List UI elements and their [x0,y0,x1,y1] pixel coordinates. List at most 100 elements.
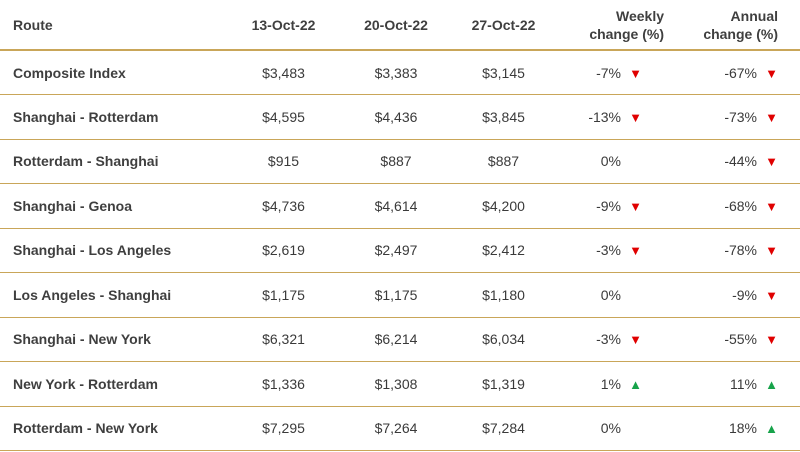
route-cell: Shanghai - New York [0,317,225,362]
annual-down-arrow-icon: ▼ [765,287,778,303]
rate-cell-3: $7,284 [450,406,557,451]
rate-cell-2: $887 [342,139,450,184]
rate-cell-1: $915 [225,139,342,184]
table-row: Shanghai - New York $6,321 $6,214 $6,034 -3%… [0,317,800,362]
annual-up-arrow-icon: ▲ [765,421,778,437]
rate-cell-1: $1,336 [225,361,342,407]
annual-change-value: -78% [724,242,757,259]
rate-cell-1: $1,175 [225,272,342,318]
annual-change-cell: -73% ▼ [672,94,800,140]
rate-cell-2: $7,264 [342,406,450,451]
annual-change-cell: 11% ▲ [672,361,800,407]
weekly-header-line-2: change (%) [589,25,664,42]
weekly-change-value: -7% [596,64,621,81]
annual-down-arrow-icon: ▼ [765,154,778,170]
weekly-down-arrow-icon: ▼ [629,332,642,348]
rate-cell-3: $6,034 [450,317,557,362]
route-cell: Rotterdam - New York [0,406,225,451]
weekly-down-arrow-icon: ▼ [629,109,642,125]
annual-change-value: -67% [724,64,757,81]
rate-cell-2: $1,175 [342,272,450,318]
date-header-3: 27-Oct-22 [450,0,557,51]
rate-cell-3: $3,145 [450,50,557,95]
weekly-change-cell: 0%▼ [557,272,672,318]
route-cell: Los Angeles - Shanghai [0,272,225,318]
route-cell: Shanghai - Genoa [0,183,225,229]
rate-cell-1: $4,736 [225,183,342,229]
weekly-header-line-1: Weekly [616,7,664,24]
annual-change-value: -73% [724,108,757,125]
annual-down-arrow-icon: ▼ [765,109,778,125]
route-cell: Shanghai - Los Angeles [0,228,225,273]
weekly-down-arrow-icon: ▼ [629,65,642,81]
weekly-up-arrow-icon: ▲ [629,376,642,392]
annual-change-value: -44% [724,153,757,170]
rate-cell-1: $6,321 [225,317,342,362]
annual-down-arrow-icon: ▼ [765,65,778,81]
weekly-change-cell: -9% ▼ [557,183,672,229]
annual-up-arrow-icon: ▲ [765,376,778,392]
table-row: Shanghai - Genoa $4,736 $4,614 $4,200 -9% ▼ -6… [0,183,800,229]
date-header-1: 13-Oct-22 [225,0,342,51]
annual-change-cell: 18% ▲ [672,406,800,451]
table-body: Composite Index $3,483 $3,383 $3,145 -7% ▼ -67… [0,50,800,451]
table-row: Los Angeles - Shanghai $1,175 $1,175 $1,180… [0,272,800,318]
date-header-2: 20-Oct-22 [342,0,450,51]
rate-cell-3: $1,180 [450,272,557,318]
route-cell: Shanghai - Rotterdam [0,94,225,140]
annual-change-header: Annual change (%) [672,0,800,51]
route-cell: New York - Rotterdam [0,361,225,407]
weekly-change-value: -13% [588,108,621,125]
annual-change-cell: -9% ▼ [672,272,800,318]
rate-cell-3: $887 [450,139,557,184]
annual-change-value: -9% [732,286,757,303]
annual-change-value: -55% [724,331,757,348]
rate-cell-3: $4,200 [450,183,557,229]
weekly-down-arrow-icon: ▼ [629,198,642,214]
annual-down-arrow-icon: ▼ [765,332,778,348]
weekly-change-cell: -7% ▼ [557,50,672,95]
annual-down-arrow-icon: ▼ [765,198,778,214]
rate-cell-3: $1,319 [450,361,557,407]
weekly-change-cell: -13% ▼ [557,94,672,140]
rate-cell-3: $3,845 [450,94,557,140]
weekly-change-value: -9% [596,197,621,214]
annual-change-cell: -55% ▼ [672,317,800,362]
weekly-change-value: -3% [596,331,621,348]
annual-header-line-2: change (%) [703,25,778,42]
annual-change-cell: -78% ▼ [672,228,800,273]
rate-cell-1: $2,619 [225,228,342,273]
annual-down-arrow-icon: ▼ [765,243,778,259]
table-row: Rotterdam - New York $7,295 $7,264 $7,284 0%… [0,406,800,451]
annual-change-value: -68% [724,197,757,214]
weekly-change-value: -3% [596,242,621,259]
rate-cell-1: $4,595 [225,94,342,140]
weekly-change-value: 0% [600,420,621,437]
route-cell: Rotterdam - Shanghai [0,139,225,184]
route-header: Route [0,0,225,51]
rate-cell-2: $6,214 [342,317,450,362]
weekly-change-cell: 0%▼ [557,406,672,451]
annual-header-line-1: Annual [730,7,778,24]
rate-cell-1: $7,295 [225,406,342,451]
rate-cell-3: $2,412 [450,228,557,273]
header-row: Route 13-Oct-22 20-Oct-22 27-Oct-22 Week… [0,0,800,51]
annual-change-value: 11% [730,375,757,392]
rate-cell-2: $1,308 [342,361,450,407]
weekly-change-value: 1% [600,375,621,392]
annual-change-cell: -67% ▼ [672,50,800,95]
weekly-change-header: Weekly change (%) [557,0,672,51]
weekly-change-cell: -3% ▼ [557,228,672,273]
weekly-change-value: 0% [600,153,621,170]
route-cell: Composite Index [0,50,225,95]
table-row: Composite Index $3,483 $3,383 $3,145 -7% ▼ -67… [0,50,800,95]
weekly-change-cell: -3% ▼ [557,317,672,362]
rate-cell-2: $3,383 [342,50,450,95]
rate-cell-2: $4,436 [342,94,450,140]
table-row: New York - Rotterdam $1,336 $1,308 $1,319 1%… [0,361,800,407]
rate-cell-2: $2,497 [342,228,450,273]
annual-change-cell: -68% ▼ [672,183,800,229]
rate-cell-1: $3,483 [225,50,342,95]
